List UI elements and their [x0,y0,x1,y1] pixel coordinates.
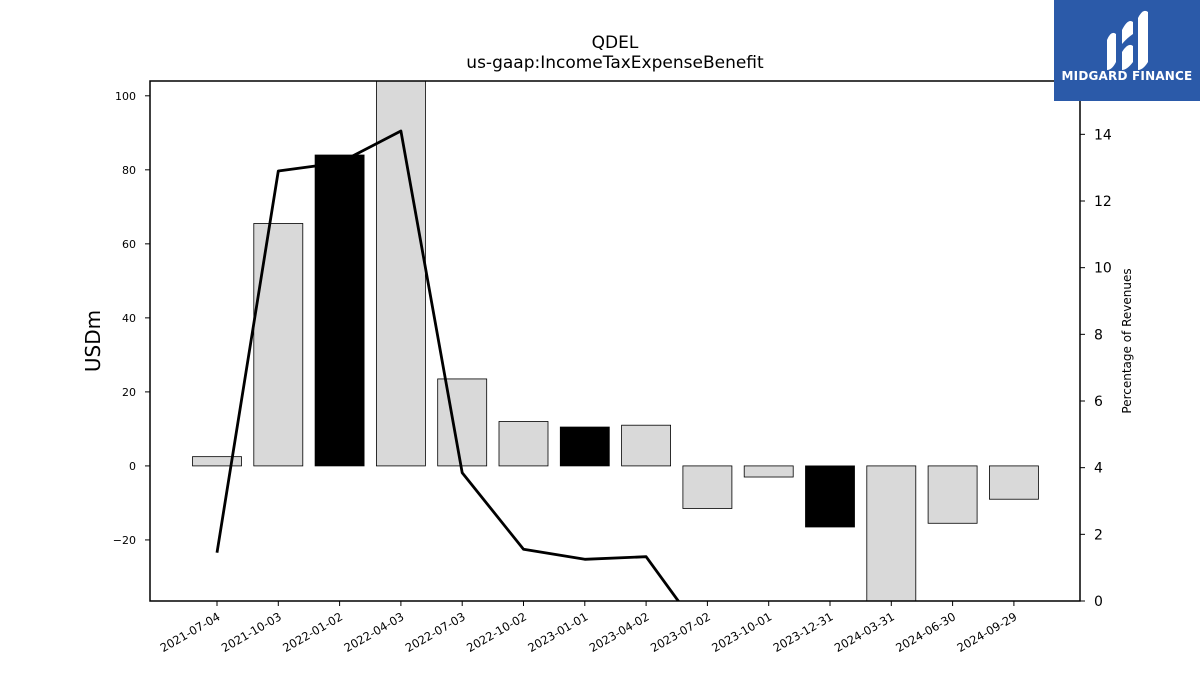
percent-of-revenue-line [215,129,681,601]
x-tick-label: 2021-07-04 [158,609,223,655]
y2-tick-label: 2 [1094,527,1103,543]
bar-2024-06-30 [927,465,978,524]
x-tick-label: 2023-12-31 [771,609,836,655]
bar-2021-10-03 [253,223,304,467]
x-tick-label: 2023-04-02 [587,609,652,655]
bar-2023-10-01 [743,465,794,478]
x-tick-label: 2023-10-01 [709,609,774,655]
y2-tick-label: 4 [1094,461,1103,477]
y2-axis-label: Percentage of Revenues [1120,268,1134,413]
y-tick-label: 100 [115,90,136,103]
y2-tick-label: 12 [1094,194,1112,210]
y-axis-label: USDm [81,310,105,372]
x-tick-label: 2024-09-29 [955,609,1020,655]
x-tick-label: 2022-01-02 [280,609,345,655]
y-tick-label: 40 [122,312,136,325]
midgard-finance-logo: MIDGARD FINANCE [1054,0,1200,101]
y2-tick-label: 0 [1094,594,1103,610]
chart-title: QDEL [592,33,639,53]
x-tick-label: 2024-06-30 [893,609,958,655]
bar-series [192,81,1039,601]
x-tick-label: 2022-04-03 [342,609,407,655]
y-tick-label: −20 [113,534,136,547]
logo-text: MIDGARD FINANCE [1061,69,1193,83]
x-tick-label: 2021-10-03 [219,609,284,655]
bar-2023-12-31 [805,465,855,528]
bar-2021-07-04 [192,456,242,467]
y-tick-label: 20 [122,386,136,399]
bar-2022-01-02 [314,154,365,467]
bar-2024-09-29 [989,465,1039,500]
y-tick-label: 0 [129,460,136,473]
bar-2023-04-02 [621,424,671,467]
bar-2023-01-01 [559,426,610,467]
bar-2024-03-31 [866,465,917,601]
y-tick-label: 60 [122,238,136,251]
y2-tick-label: 8 [1094,327,1103,343]
y-tick-label: 80 [122,164,136,177]
bar-2022-10-02 [498,421,549,467]
bar-2023-07-02 [682,465,733,509]
line-series [215,129,681,601]
bar-2022-07-03 [437,378,488,467]
bar-2022-04-03 [375,81,426,467]
x-tick-label: 2022-10-02 [464,609,529,655]
x-tick-label: 2022-07-03 [403,609,468,655]
y2-tick-label: 6 [1094,394,1103,410]
y2-tick-label: 10 [1094,261,1112,277]
y2-tick-label: 14 [1094,127,1112,143]
chart-subtitle: us-gaap:IncomeTaxExpenseBenefit [466,53,764,73]
x-tick-label: 2023-01-01 [525,609,590,655]
x-tick-label: 2024-03-31 [832,609,897,655]
x-tick-label: 2023-07-02 [648,609,713,655]
plot-frame [149,80,1081,602]
